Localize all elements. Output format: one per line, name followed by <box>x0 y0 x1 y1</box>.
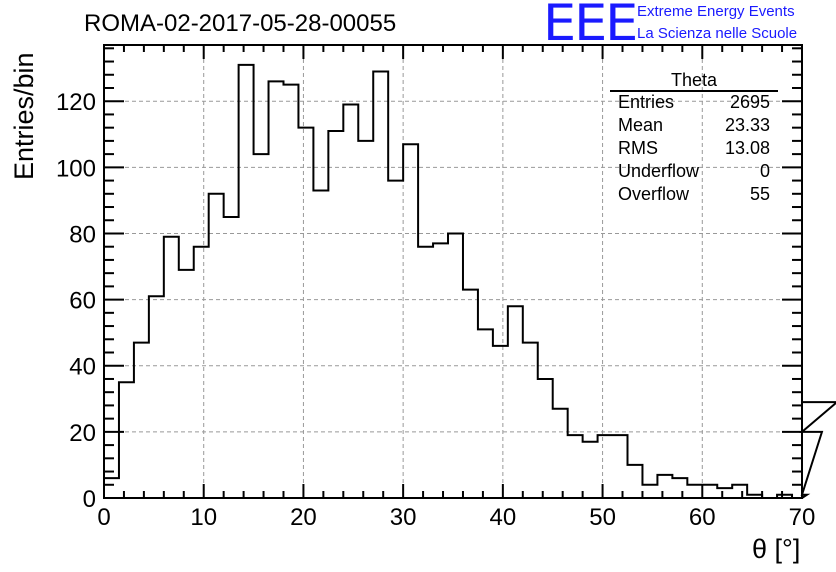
y-tick-label: 40 <box>69 354 96 381</box>
stats-row-rms: RMS 13.08 <box>618 138 770 160</box>
x-tick-label: 0 <box>97 504 110 531</box>
chart-title: ROMA-02-2017-05-28-00055 <box>84 10 397 37</box>
stats-title: Theta <box>670 70 718 90</box>
eee-logo-mark: EEE <box>543 0 638 52</box>
stats-row-entries: Entries 2695 <box>618 92 770 114</box>
y-tick-label: 0 <box>83 486 96 513</box>
stats-value: 23.33 <box>724 115 770 135</box>
x-tick-label: 20 <box>290 504 317 531</box>
x-tick-label: 30 <box>390 504 417 531</box>
y-tick-label: 100 <box>56 155 96 182</box>
stats-key: Overflow <box>618 184 690 204</box>
y-axis-label: Entries/bin <box>9 52 39 180</box>
stats-key: Underflow <box>618 161 700 181</box>
x-tick-label: 60 <box>689 504 716 531</box>
grid-lines <box>104 45 802 498</box>
stats-row-mean: Mean 23.33 <box>618 115 770 137</box>
x-tick-label: 10 <box>190 504 217 531</box>
stats-key: Mean <box>618 115 664 135</box>
stats-box: Theta Entries 2695 Mean 23.33 RMS 13.08 … <box>610 68 778 208</box>
logo-text-line2: La Scienza nelle Scuole <box>637 25 798 42</box>
y-tick-labels: 0 20 40 60 80 100 120 <box>56 89 96 513</box>
histogram-step-line <box>103 63 836 499</box>
y-tick-label: 120 <box>56 89 96 116</box>
y-tick-label: 60 <box>69 288 96 315</box>
stats-row-underflow: Underflow 0 <box>618 161 770 183</box>
logo-text-line1: Extreme Energy Events <box>637 3 795 20</box>
x-tick-label: 40 <box>490 504 517 531</box>
stats-value: 13.08 <box>724 138 770 158</box>
stats-key: Entries <box>618 92 675 112</box>
stats-value: 0 <box>759 161 770 181</box>
x-tick-label: 50 <box>589 504 616 531</box>
x-axis-label: θ [°] <box>752 534 801 564</box>
stats-value: 2695 <box>729 92 770 112</box>
stats-key: RMS <box>618 138 658 158</box>
stats-value: 55 <box>749 184 770 204</box>
x-tick-labels: 0 10 20 30 40 50 60 70 <box>97 504 815 531</box>
x-tick-label: 70 <box>789 504 816 531</box>
y-tick-label: 20 <box>69 420 96 447</box>
plot-frame <box>103 44 803 499</box>
stats-divider <box>610 90 778 92</box>
y-tick-label: 80 <box>69 221 96 248</box>
stats-row-overflow: Overflow 55 <box>618 184 770 206</box>
